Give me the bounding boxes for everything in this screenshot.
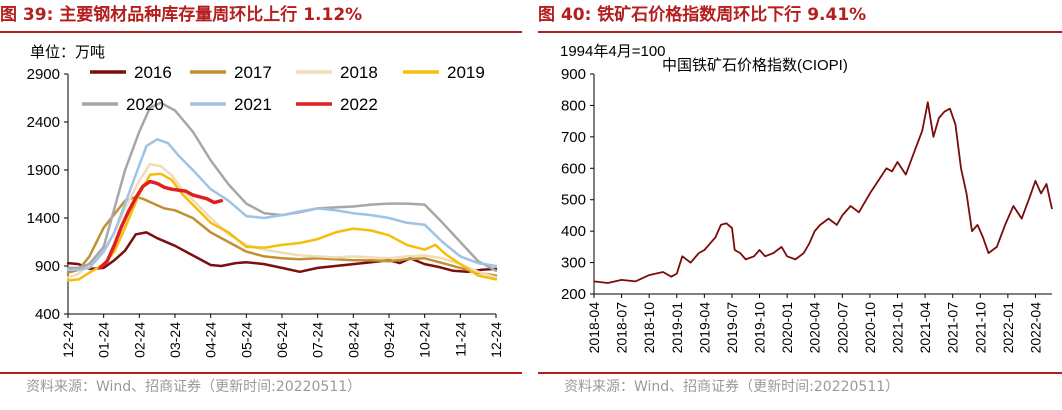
legend-label-2021: 2021: [234, 95, 272, 114]
x-tick-label: 03-24: [167, 322, 183, 358]
y-tick-label: 900: [35, 258, 60, 275]
x-tick-label: 01-24: [96, 322, 112, 358]
left-figure: 图 39: 主要钢材品种库存量周环比上行 1.12% 400 900 1400 190…: [0, 0, 522, 410]
x-tick-label: 2019-07: [724, 302, 740, 354]
x-tick-label: 10-24: [417, 322, 433, 358]
y-tick-label: 400: [35, 306, 60, 323]
y-tick-label: 300: [561, 255, 586, 272]
axis-unit-note: 1994年4月=100: [560, 43, 666, 60]
x-tick-label: 2020-04: [807, 302, 823, 354]
right-figure-title-text: 铁矿石价格指数周环比下行 9.41%: [597, 5, 867, 25]
legend-label-2018: 2018: [340, 63, 378, 82]
left-figure-title-text: 主要钢材品种库存量周环比上行 1.12%: [59, 5, 363, 25]
y-tick-label: 600: [561, 160, 586, 177]
x-tick-label: 2020-07: [834, 302, 850, 354]
series-line-2019: [66, 172, 498, 282]
left-source: 资料来源：Wind、招商证券（更新时间:20220511）: [26, 379, 362, 395]
series-line-ciopi: [593, 101, 1053, 284]
x-tick-label: 2018-07: [614, 302, 630, 354]
y-tick-label: 400: [561, 223, 586, 240]
x-tick-label: 2022-01: [1000, 302, 1016, 354]
y-tick-label: 500: [561, 192, 586, 209]
series-line-2016: [66, 231, 498, 274]
x-tick-label: 12-24: [488, 322, 504, 358]
right-source-rule: [538, 372, 1062, 374]
legend-label-2017: 2017: [234, 63, 272, 82]
x-tick-label: 06-24: [274, 322, 290, 358]
x-tick-label: 08-24: [345, 322, 361, 358]
y-tick-label: 800: [561, 97, 586, 114]
series-line-2022: [98, 179, 224, 270]
x-tick-label: 2021-07: [945, 302, 961, 354]
legend-label-2016: 2016: [134, 63, 172, 82]
left-source-rule: [0, 372, 522, 374]
right-figure-title: 图 40: 铁矿石价格指数周环比下行 9.41%: [538, 2, 1062, 28]
x-tick-label: 2022-04: [1027, 302, 1043, 354]
x-tick-label: 2020-10: [862, 302, 878, 354]
unit-label: 单位：万吨: [30, 44, 105, 61]
x-tick-label: 05-24: [238, 322, 254, 358]
x-tick-label: 09-24: [381, 322, 397, 358]
inventory-chart: 400 900 1400 1900 2400 2900 12-24 01-24 02-24 03-…: [27, 44, 504, 358]
y-tick-label: 2400: [27, 114, 60, 131]
x-tick-label: 2018-10: [641, 302, 657, 354]
series-line-2020: [66, 101, 498, 273]
y-tick-label: 1400: [27, 210, 60, 227]
x-tick-label: 2018-04: [586, 302, 602, 354]
x-tick-label: 02-24: [131, 322, 147, 358]
y-tick-label: 700: [561, 129, 586, 146]
legend-label-2019: 2019: [447, 63, 485, 82]
right-figure-label: 图 40:: [538, 5, 592, 25]
series-line-2017: [66, 195, 498, 277]
legend-label-2022: 2022: [340, 95, 378, 114]
x-tick-label: 12-24: [60, 322, 76, 358]
x-tick-label: 2020-01: [779, 302, 795, 354]
right-figure: 图 40: 铁矿石价格指数周环比下行 9.41% 200 300 400 500 600…: [538, 0, 1062, 410]
x-tick-label: 2019-01: [669, 302, 685, 354]
left-title-rule: [0, 31, 522, 33]
right-source: 资料来源：Wind、招商证券（更新时间:20220511）: [564, 379, 900, 395]
inner-chart-title: 中国铁矿石价格指数(CIOPI): [662, 57, 848, 74]
x-tick-label: 2019-10: [752, 302, 768, 354]
iron-ore-chart: 200 300 400 500 600 700 800 900 2018-04 2018-07 20…: [560, 43, 1053, 354]
x-tick-label: 11-24: [452, 322, 468, 357]
x-tick-label: 2021-01: [889, 302, 905, 354]
x-tick-label: 07-24: [310, 322, 326, 358]
left-figure-title: 图 39: 主要钢材品种库存量周环比上行 1.12%: [0, 2, 522, 28]
x-tick-label: 2019-04: [696, 302, 712, 354]
y-tick-label: 900: [561, 66, 586, 83]
left-figure-label: 图 39:: [0, 5, 54, 25]
x-tick-label: 04-24: [203, 322, 219, 358]
right-title-rule: [538, 31, 1062, 33]
x-tick-label: 2021-10: [972, 302, 988, 354]
x-tick-label: 2021-04: [917, 302, 933, 354]
y-tick-label: 2900: [27, 66, 60, 83]
y-tick-label: 1900: [27, 162, 60, 179]
legend-label-2020: 2020: [126, 95, 164, 114]
series-line-2021: [66, 138, 498, 272]
y-tick-label: 200: [561, 286, 586, 303]
